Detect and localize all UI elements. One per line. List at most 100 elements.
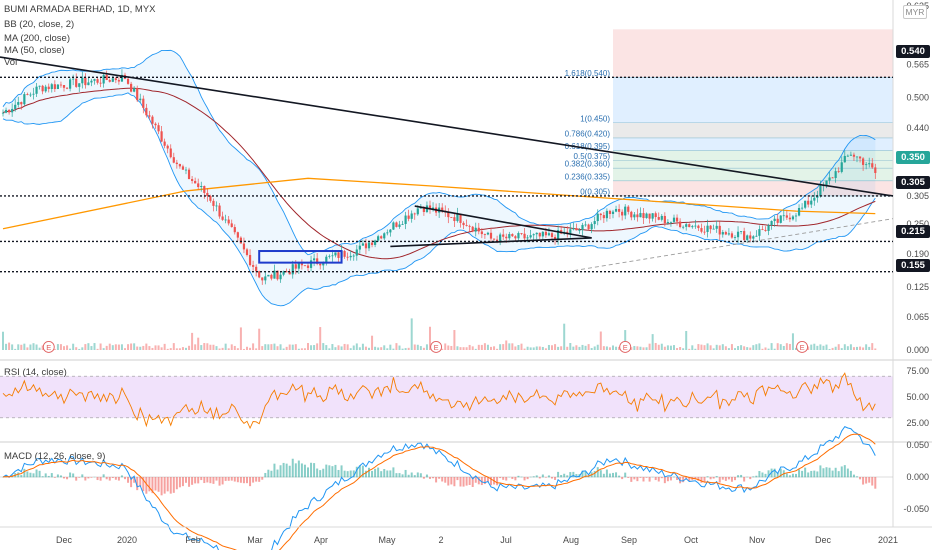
macd-histogram-bar bbox=[773, 468, 776, 478]
candle-body bbox=[154, 123, 157, 126]
macd-histogram-bar bbox=[392, 467, 395, 478]
volume-bar bbox=[239, 327, 242, 350]
candle-body bbox=[151, 116, 154, 124]
candle-body bbox=[730, 233, 734, 238]
volume-bar bbox=[453, 330, 456, 350]
macd-legend[interactable]: MACD (12, 26, close, 9) bbox=[4, 451, 106, 462]
candle-body bbox=[642, 213, 645, 219]
volume-bar bbox=[2, 331, 4, 350]
candle-body bbox=[639, 213, 642, 218]
candle-body bbox=[682, 226, 685, 228]
volume-bar bbox=[605, 346, 608, 350]
candle-body bbox=[557, 230, 560, 240]
candle-body bbox=[136, 88, 139, 101]
candle-body bbox=[779, 215, 782, 223]
volume-bar bbox=[133, 343, 136, 350]
earnings-label: E bbox=[46, 343, 51, 352]
macd-histogram-bar bbox=[343, 470, 346, 478]
rsi-legend[interactable]: RSI (14, close) bbox=[4, 367, 67, 378]
macd-histogram-bar bbox=[319, 470, 322, 478]
macd-histogram-bar bbox=[734, 477, 736, 481]
macd-histogram-bar bbox=[401, 474, 404, 478]
macd-histogram-bar bbox=[502, 477, 505, 480]
macd-histogram-bar bbox=[279, 465, 282, 478]
candle-body bbox=[627, 206, 630, 212]
volume-bar bbox=[615, 346, 618, 350]
volume-bar bbox=[343, 343, 346, 350]
volume-bar bbox=[392, 348, 395, 350]
rsi-tick-2: 25.00 bbox=[906, 418, 929, 428]
candle-body bbox=[416, 208, 419, 215]
candle-body bbox=[599, 213, 602, 216]
volume-bar bbox=[386, 348, 389, 350]
volume-bar bbox=[407, 347, 410, 350]
macd-histogram-bar bbox=[538, 477, 541, 479]
macd-histogram-bar bbox=[441, 477, 444, 482]
macd-histogram-bar bbox=[59, 475, 62, 478]
candle-body bbox=[657, 217, 660, 220]
macd-histogram-bar bbox=[136, 477, 139, 491]
time-tick-0: Dec bbox=[56, 535, 73, 545]
fib-label-1: 1(0.450) bbox=[580, 114, 610, 123]
candle-body bbox=[486, 232, 490, 235]
indicator-ma200[interactable]: MA (200, close) bbox=[4, 33, 70, 44]
macd-histogram-bar bbox=[419, 473, 422, 478]
macd-histogram-bar bbox=[688, 477, 691, 482]
candle-body bbox=[279, 274, 282, 280]
macd-histogram-bar bbox=[852, 474, 855, 478]
candle-body bbox=[303, 265, 307, 267]
last-price-badge: 0.350 bbox=[896, 151, 930, 164]
macd-histogram-bar bbox=[587, 475, 590, 478]
candle-body bbox=[392, 222, 395, 230]
macd-histogram-bar bbox=[752, 476, 755, 478]
macd-histogram-bar bbox=[395, 473, 398, 478]
macd-histogram-bar bbox=[666, 477, 669, 482]
earnings-marker bbox=[619, 341, 632, 353]
volume-bar bbox=[856, 346, 858, 350]
macd-histogram-bar bbox=[798, 469, 801, 478]
volume-bar bbox=[413, 344, 416, 350]
candle-body bbox=[450, 217, 453, 218]
macd-histogram-bar bbox=[102, 474, 105, 478]
macd-histogram-bar bbox=[26, 471, 29, 478]
volume-bar bbox=[840, 348, 843, 350]
indicator-vol[interactable]: Vol bbox=[4, 57, 18, 68]
candle-body bbox=[87, 82, 90, 86]
macd-histogram-bar bbox=[20, 475, 23, 478]
volume-bar bbox=[651, 334, 654, 350]
candle-body bbox=[743, 231, 746, 240]
macd-histogram-bar bbox=[90, 477, 93, 478]
indicator-bb[interactable]: BB (20, close, 2) bbox=[4, 19, 75, 30]
candle-body bbox=[550, 233, 554, 237]
candle-body bbox=[218, 205, 221, 217]
candle-body bbox=[874, 167, 877, 173]
macd-histogram-bar bbox=[328, 465, 331, 478]
candle-body bbox=[810, 200, 813, 205]
indicator-ma50[interactable]: MA (50, close) bbox=[4, 45, 65, 56]
macd-histogram-bar bbox=[563, 473, 566, 478]
volume-bar bbox=[416, 344, 419, 350]
volume-bar bbox=[502, 344, 505, 350]
candle-body bbox=[587, 224, 590, 230]
macd-histogram-bar bbox=[368, 467, 370, 478]
candle-body bbox=[697, 225, 700, 229]
volume-bar bbox=[740, 345, 743, 350]
candle-body bbox=[538, 232, 541, 237]
currency-badge[interactable]: MYR bbox=[903, 5, 927, 19]
macd-histogram-bar bbox=[416, 472, 419, 478]
candle-body bbox=[209, 196, 212, 201]
volume-bar bbox=[227, 348, 230, 350]
macd-histogram-bar bbox=[276, 469, 279, 478]
fib-zone-2 bbox=[613, 122, 893, 138]
volume-bar bbox=[688, 348, 691, 350]
candle-body bbox=[819, 185, 822, 197]
price-tick-6: 0.190 bbox=[906, 249, 929, 259]
macd-histogram-bar bbox=[127, 477, 130, 483]
volume-bar bbox=[666, 345, 669, 350]
volume-bar bbox=[868, 346, 871, 350]
volume-bar bbox=[188, 345, 191, 350]
macd-histogram-bar bbox=[29, 472, 32, 478]
macd-histogram-bar bbox=[730, 477, 733, 482]
volume-bar bbox=[444, 343, 447, 350]
